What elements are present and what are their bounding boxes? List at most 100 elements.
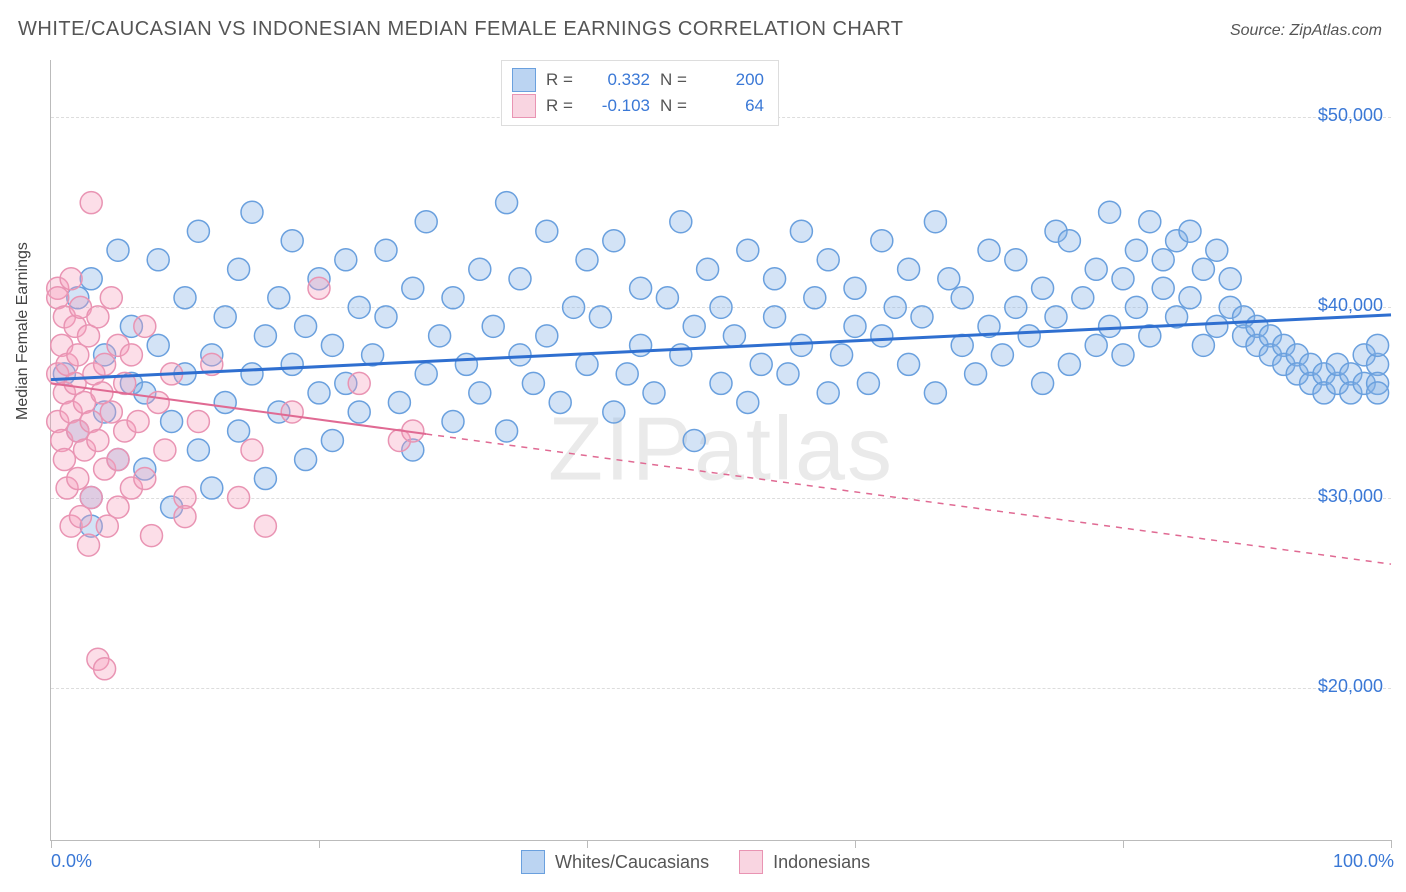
data-point	[134, 315, 156, 337]
data-point	[576, 353, 598, 375]
data-point	[737, 239, 759, 261]
data-point	[1032, 372, 1054, 394]
data-point	[509, 344, 531, 366]
data-point	[643, 382, 665, 404]
data-point	[469, 382, 491, 404]
data-point	[1139, 211, 1161, 233]
data-point	[790, 334, 812, 356]
data-point	[1192, 258, 1214, 280]
y-tick-label: $50,000	[1303, 105, 1383, 126]
data-point	[375, 306, 397, 328]
data-point	[710, 372, 732, 394]
data-point	[335, 249, 357, 271]
data-point	[536, 325, 558, 347]
data-point	[415, 363, 437, 385]
y-tick-label: $40,000	[1303, 295, 1383, 316]
data-point	[321, 334, 343, 356]
data-point	[415, 211, 437, 233]
data-point	[1367, 382, 1389, 404]
data-point	[67, 468, 89, 490]
data-point	[522, 372, 544, 394]
data-point	[1367, 334, 1389, 356]
data-point	[616, 363, 638, 385]
swatch-blue	[512, 68, 536, 92]
data-point	[924, 211, 946, 233]
data-point	[898, 353, 920, 375]
data-point	[348, 401, 370, 423]
data-point	[254, 325, 276, 347]
data-point	[549, 391, 571, 413]
data-point	[656, 287, 678, 309]
n-value-pink: 64	[704, 96, 764, 116]
data-point	[308, 277, 330, 299]
x-tick-mark	[1123, 840, 1124, 848]
chart-svg	[51, 60, 1391, 840]
data-point	[187, 410, 209, 432]
swatch-pink	[739, 850, 763, 874]
data-point	[1192, 334, 1214, 356]
chart-title: WHITE/CAUCASIAN VS INDONESIAN MEDIAN FEM…	[18, 18, 904, 41]
legend-correlation: R = 0.332 N = 200 R = -0.103 N = 64	[501, 60, 779, 126]
data-point	[241, 363, 263, 385]
data-point	[1099, 201, 1121, 223]
data-point	[187, 439, 209, 461]
data-point	[536, 220, 558, 242]
data-point	[100, 401, 122, 423]
data-point	[107, 239, 129, 261]
r-label: R =	[546, 70, 580, 90]
data-point	[603, 230, 625, 252]
data-point	[402, 277, 424, 299]
data-point	[603, 401, 625, 423]
data-point	[281, 401, 303, 423]
n-label: N =	[660, 96, 694, 116]
data-point	[254, 515, 276, 537]
data-point	[120, 344, 142, 366]
r-value-blue: 0.332	[590, 70, 650, 90]
data-point	[630, 334, 652, 356]
data-point	[281, 230, 303, 252]
data-point	[576, 249, 598, 271]
data-point	[348, 296, 370, 318]
legend-item-pink: Indonesians	[739, 850, 870, 874]
data-point	[482, 315, 504, 337]
data-point	[388, 391, 410, 413]
data-point	[871, 325, 893, 347]
data-point	[281, 353, 303, 375]
data-point	[750, 353, 772, 375]
data-point	[254, 468, 276, 490]
data-point	[884, 296, 906, 318]
data-point	[898, 258, 920, 280]
data-point	[321, 429, 343, 451]
data-point	[107, 449, 129, 471]
y-tick-label: $30,000	[1303, 486, 1383, 507]
data-point	[817, 382, 839, 404]
data-point	[723, 325, 745, 347]
x-tick-mark	[51, 840, 52, 848]
data-point	[737, 391, 759, 413]
data-point	[375, 239, 397, 261]
data-point	[589, 306, 611, 328]
data-point	[1179, 220, 1201, 242]
data-point	[161, 410, 183, 432]
data-point	[1005, 249, 1027, 271]
data-point	[924, 382, 946, 404]
data-point	[60, 268, 82, 290]
data-point	[697, 258, 719, 280]
r-label: R =	[546, 96, 580, 116]
x-tick-mark	[1391, 840, 1392, 848]
data-point	[1085, 334, 1107, 356]
data-point	[991, 344, 1013, 366]
x-tick-mark	[319, 840, 320, 848]
data-point	[764, 306, 786, 328]
data-point	[154, 439, 176, 461]
data-point	[174, 287, 196, 309]
data-point	[1072, 287, 1094, 309]
data-point	[563, 296, 585, 318]
n-value-blue: 200	[704, 70, 764, 90]
data-point	[78, 534, 100, 556]
legend-item-blue: Whites/Caucasians	[521, 850, 709, 874]
data-point	[80, 268, 102, 290]
data-point	[509, 268, 531, 290]
data-point	[1179, 287, 1201, 309]
data-point	[469, 258, 491, 280]
